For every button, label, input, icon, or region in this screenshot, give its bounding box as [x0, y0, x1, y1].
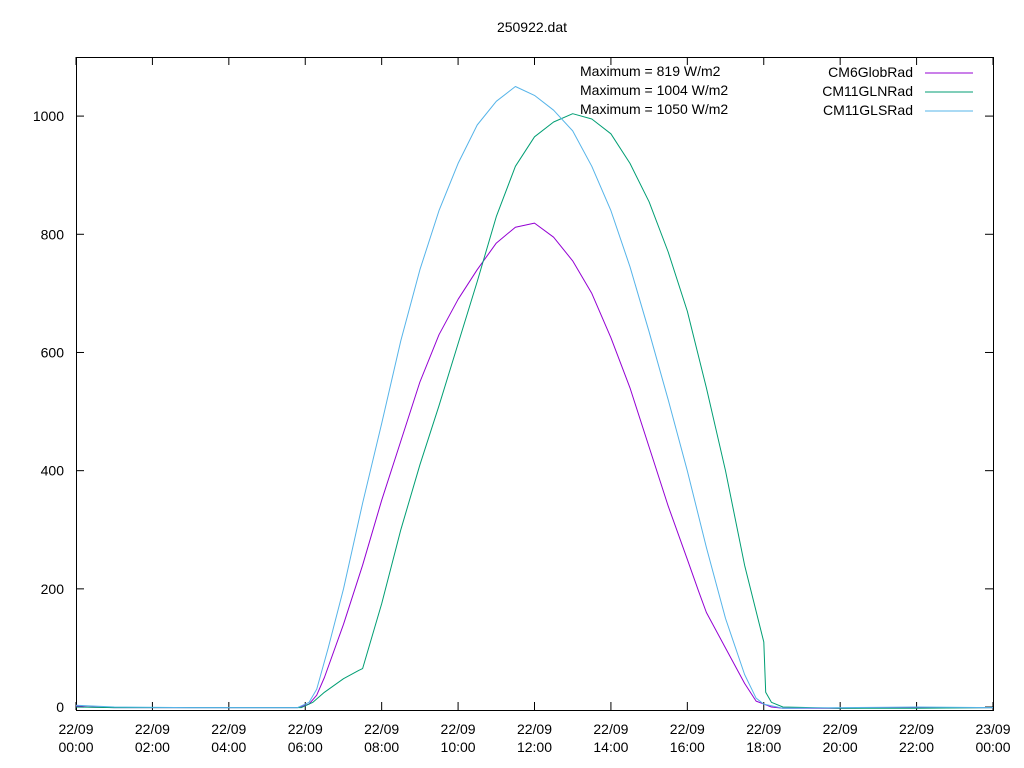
- x-tick-time: 04:00: [211, 739, 246, 755]
- x-tick-date: 22/09: [899, 721, 934, 737]
- series-line-cm11glsrad: [75, 86, 994, 709]
- x-tick-date: 22/09: [670, 721, 705, 737]
- x-tick-date: 22/09: [441, 721, 476, 737]
- x-tick-date: 22/09: [211, 721, 246, 737]
- x-tick-time: 18:00: [746, 739, 781, 755]
- x-tick-time: 22:00: [899, 739, 934, 755]
- chart-title: 250922.dat: [497, 19, 567, 35]
- max-annotation: Maximum = 1004 W/m2: [580, 82, 728, 98]
- x-tick-time: 10:00: [441, 739, 476, 755]
- y-tick-label: 0: [56, 699, 64, 715]
- y-tick-label: 200: [41, 581, 65, 597]
- x-tick-date: 22/09: [364, 721, 399, 737]
- x-tick-time: 08:00: [364, 739, 399, 755]
- y-axis: 0 200 400 600 800 1000: [33, 108, 993, 715]
- x-tick-time: 02:00: [135, 739, 170, 755]
- x-tick-date: 22/09: [288, 721, 323, 737]
- x-tick-time: 00:00: [975, 739, 1010, 755]
- y-tick-label: 800: [41, 226, 65, 242]
- x-tick-date: 22/09: [823, 721, 858, 737]
- x-tick-date: 22/09: [746, 721, 781, 737]
- max-annotation: Maximum = 1050 W/m2: [580, 101, 728, 117]
- x-axis: 22/09 00:00 22/09 02:00 22/09 04:00 22/09 06:00…: [58, 57, 1011, 755]
- x-tick-date: 22/09: [58, 721, 93, 737]
- y-tick-label: 400: [41, 463, 65, 479]
- x-tick-time: 14:00: [593, 739, 628, 755]
- x-tick-date: 22/09: [517, 721, 552, 737]
- x-tick-time: 06:00: [288, 739, 323, 755]
- series-line-cm6globrad: [75, 222, 993, 709]
- plot-frame: [76, 57, 994, 711]
- legend-label: CM11GLSRad: [823, 102, 913, 118]
- y-tick-label: 1000: [33, 108, 64, 124]
- x-tick-time: 12:00: [517, 739, 552, 755]
- x-tick-date: 22/09: [135, 721, 170, 737]
- x-tick-time: 20:00: [823, 739, 858, 755]
- x-tick-time: 16:00: [670, 739, 705, 755]
- series-line-cm11glnrad: [75, 113, 994, 709]
- legend-label: CM11GLNRad: [822, 83, 913, 99]
- x-tick-date: 22/09: [593, 721, 628, 737]
- legend-label: CM6GlobRad: [828, 64, 913, 80]
- max-annotations: Maximum = 819 W/m2 Maximum = 1004 W/m2 Max…: [580, 63, 728, 117]
- max-annotation: Maximum = 819 W/m2: [580, 63, 721, 79]
- y-tick-label: 600: [41, 344, 65, 360]
- series-lines: [75, 86, 994, 709]
- legend: CM6GlobRad CM11GLNRad CM11GLSRad: [822, 64, 973, 118]
- x-tick-time: 00:00: [58, 739, 93, 755]
- x-tick-date: 23/09: [975, 721, 1010, 737]
